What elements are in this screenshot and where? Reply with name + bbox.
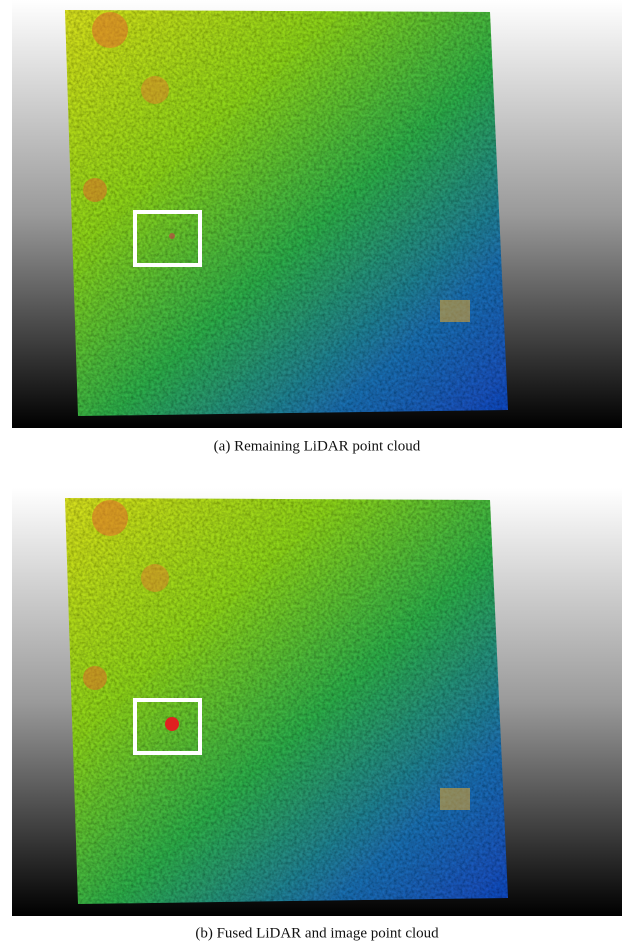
caption: (b) Fused LiDAR and image point cloud — [195, 925, 439, 941]
image-a — [12, 0, 622, 428]
caption: (a) Remaining LiDAR point cloud — [214, 438, 421, 454]
figure: (a) Remaining LiDAR point cloud (b) Fuse… — [0, 0, 634, 947]
image-b — [12, 488, 622, 916]
page: (a) Remaining LiDAR point cloud (b) Fuse… — [0, 0, 634, 947]
